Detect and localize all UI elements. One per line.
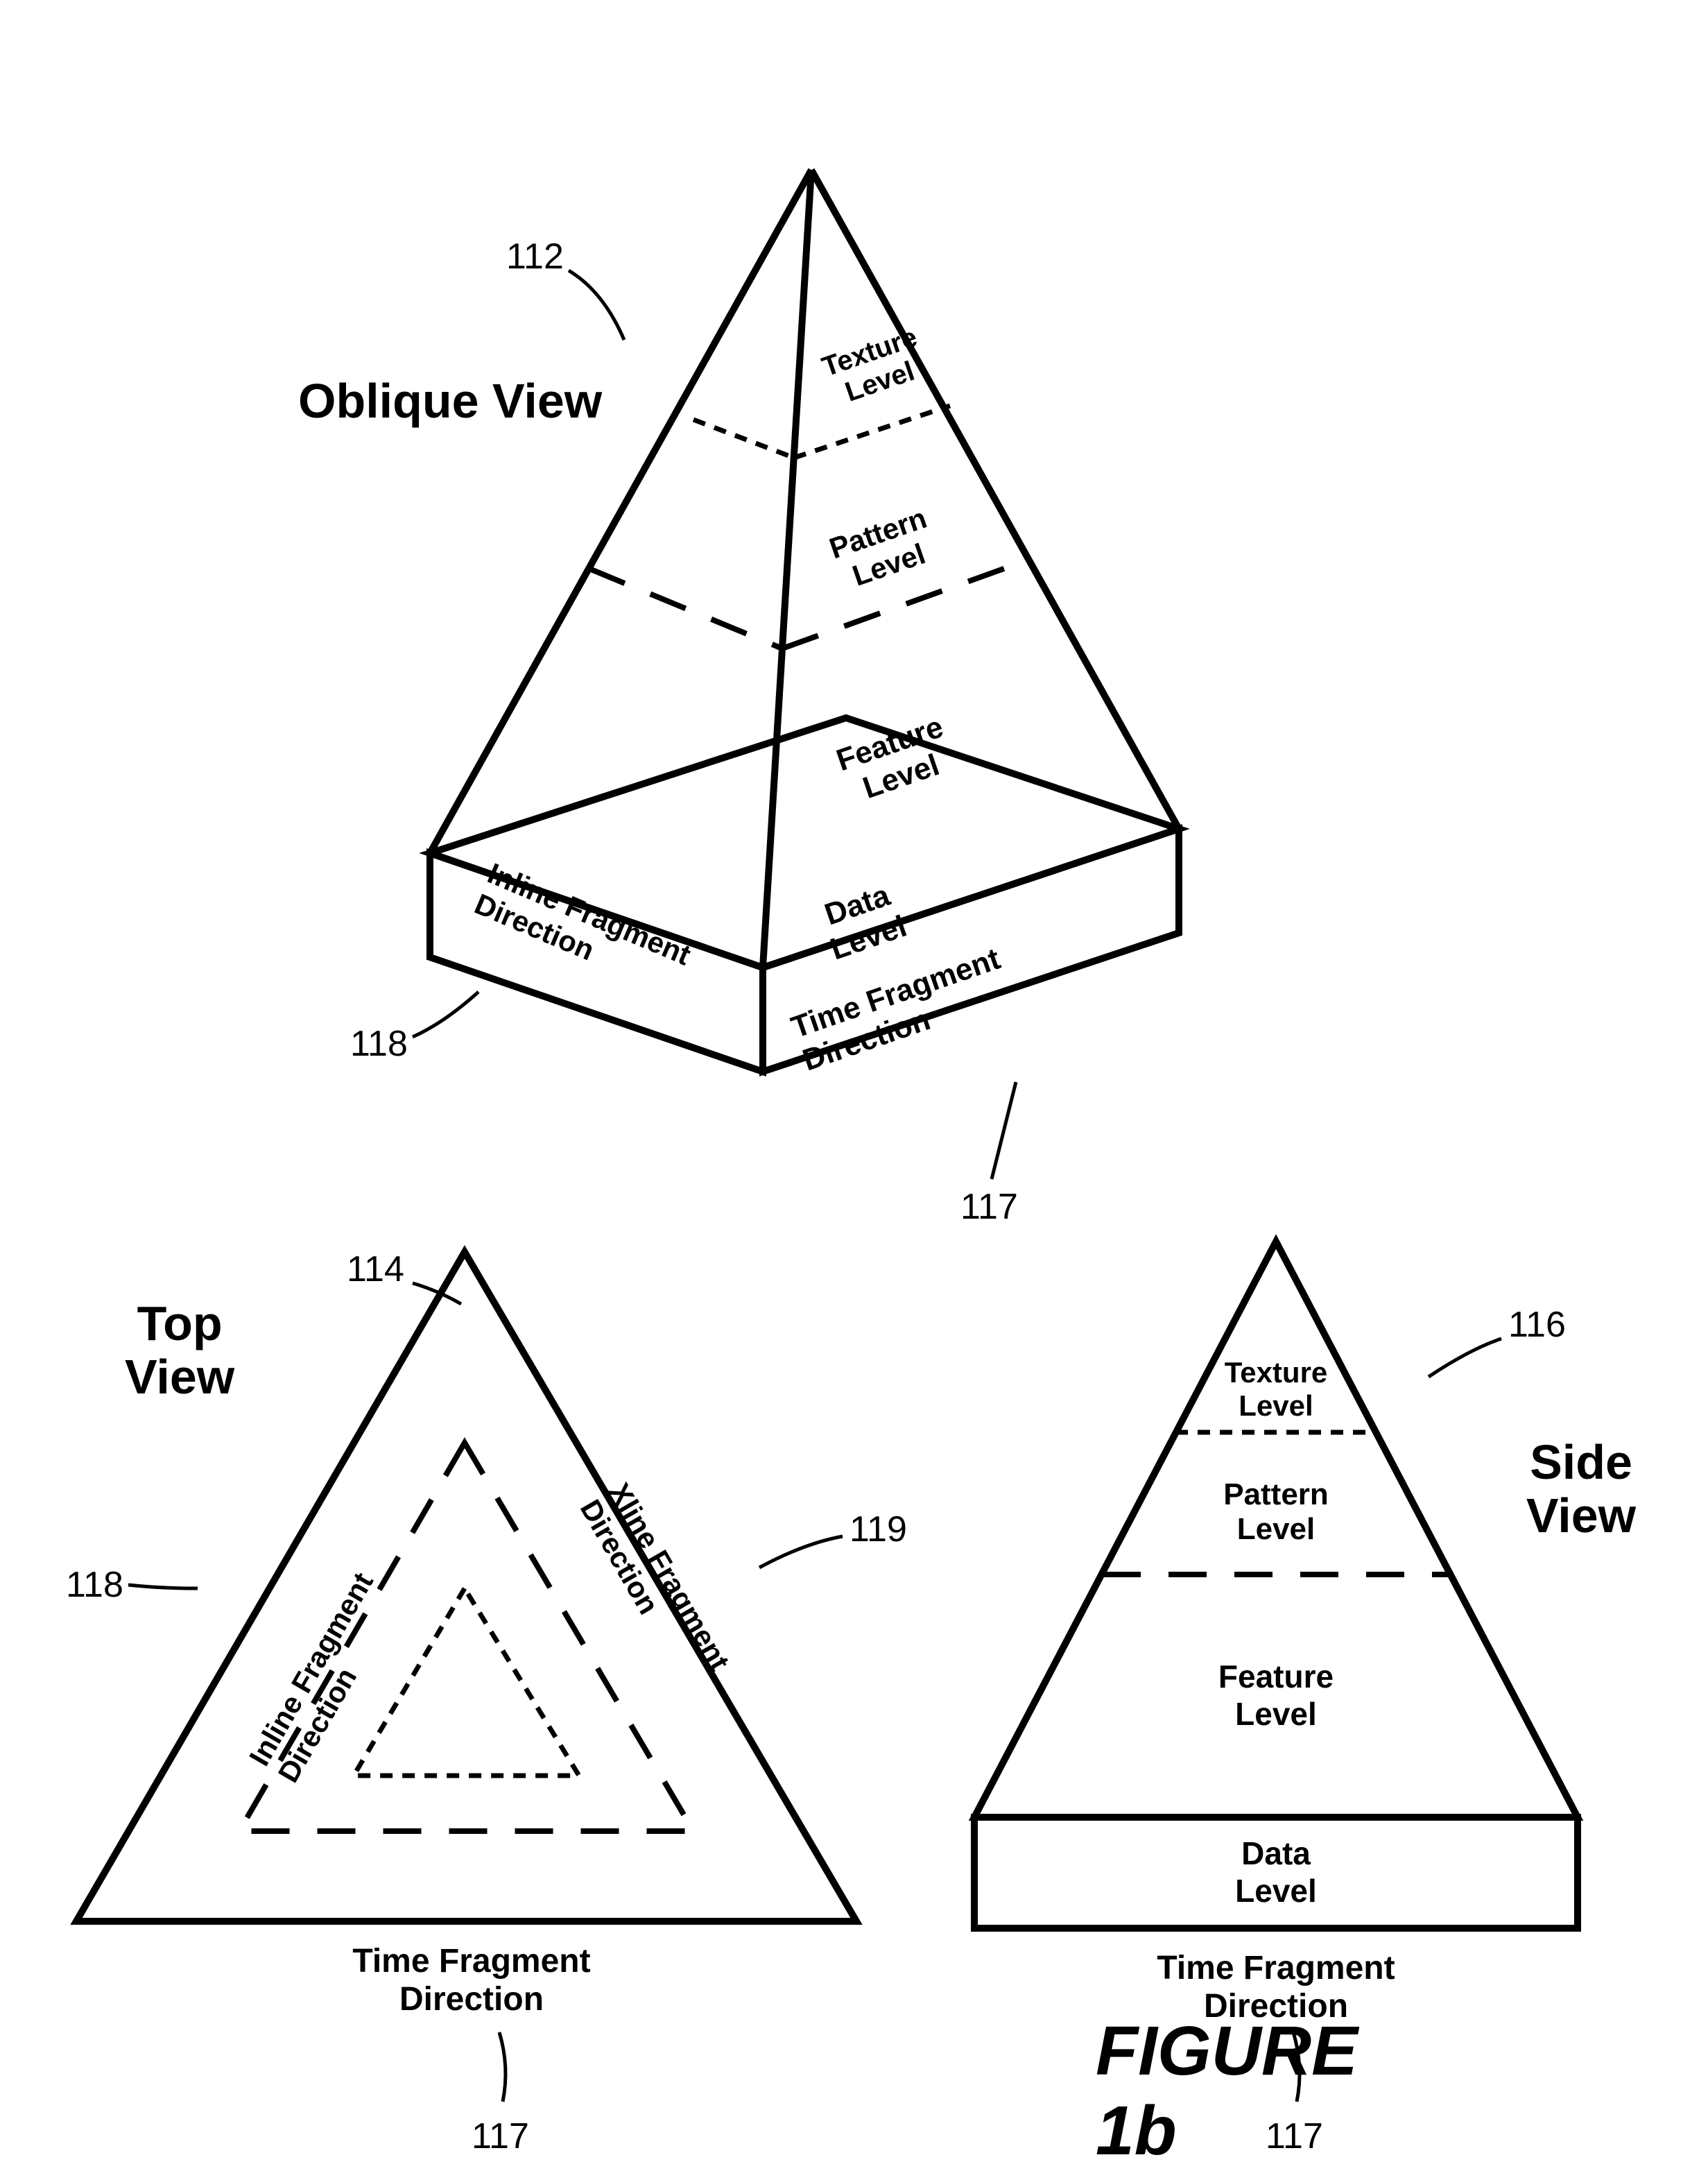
oblique-title: Oblique View: [298, 375, 602, 428]
side-data-label: DataLevel: [1172, 1835, 1380, 1909]
oblique-title-line1: Oblique View: [298, 374, 602, 428]
ref-119: 119: [849, 1509, 907, 1550]
top-time-dir: Time FragmentDirection: [298, 1942, 645, 2018]
figure-title: FIGURE1b: [1096, 2011, 1358, 2171]
ref-116: 116: [1508, 1304, 1566, 1346]
ref-112: 112: [506, 236, 564, 277]
ref-118-top: 118: [66, 1564, 123, 1606]
diagram-canvas: [0, 0, 1708, 2180]
side-pattern-label: PatternLevel: [1193, 1477, 1359, 1547]
side-title: SideView: [1512, 1436, 1650, 1543]
top-title: TopView: [125, 1297, 234, 1404]
ref-117-top: 117: [472, 2115, 529, 2157]
ref-114: 114: [347, 1248, 404, 1290]
ref-117-oblique: 117: [960, 1186, 1018, 1228]
side-feature-label: FeatureLevel: [1179, 1658, 1373, 1733]
side-texture-label: TextureLevel: [1207, 1356, 1345, 1423]
ref-118-oblique: 118: [350, 1023, 408, 1065]
